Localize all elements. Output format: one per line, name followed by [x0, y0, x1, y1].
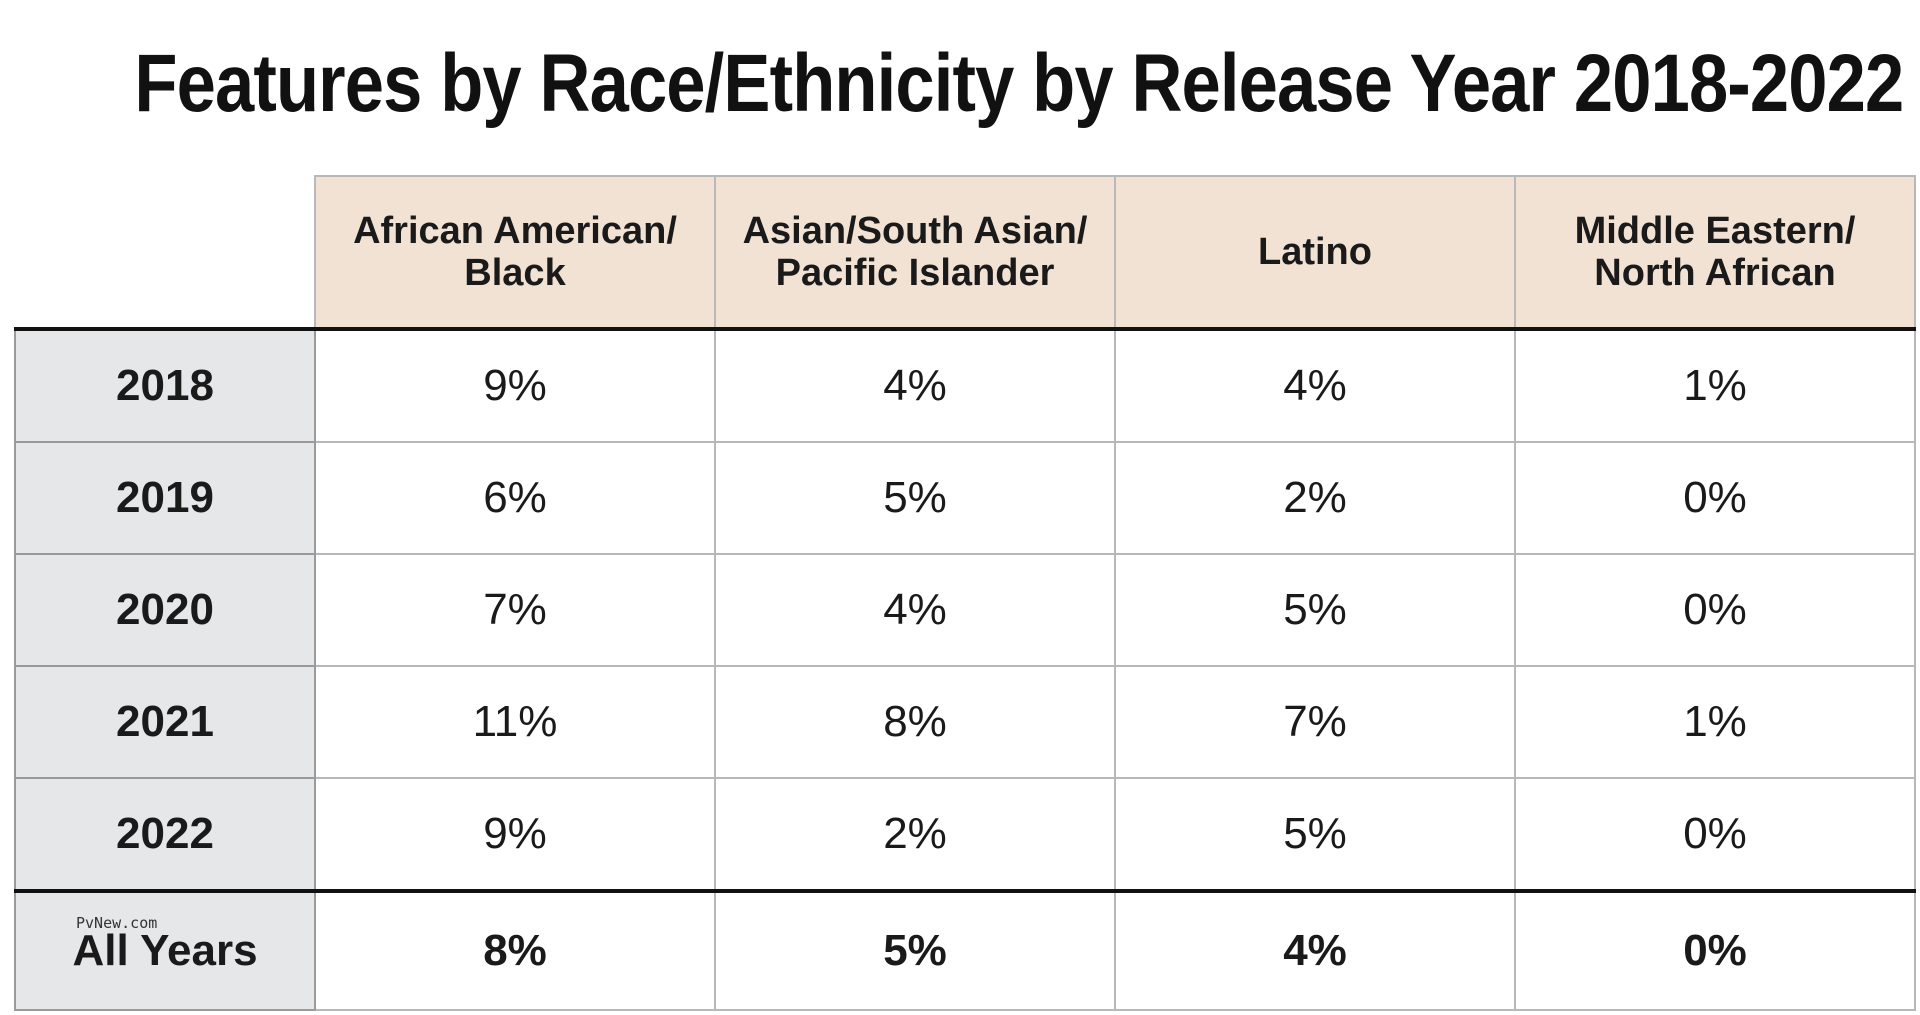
table-cell: 2%: [1114, 441, 1516, 555]
data-table: African American/ Black Asian/South Asia…: [14, 175, 1916, 1011]
table-cell: 0%: [1514, 441, 1916, 555]
table-cell: 1%: [1514, 665, 1916, 779]
total-cell: 8%: [314, 889, 716, 1011]
table-cell: 5%: [1114, 777, 1516, 892]
table-row: 2019 6% 5% 2% 0%: [14, 441, 1916, 555]
row-label: 2022: [14, 777, 316, 892]
table-cell: 7%: [314, 553, 716, 667]
header-row: African American/ Black Asian/South Asia…: [15, 175, 1916, 330]
table-cell: 1%: [1514, 327, 1916, 443]
data-table-container: African American/ Black Asian/South Asia…: [14, 175, 1916, 1011]
table-cell: 8%: [714, 665, 1116, 779]
table-cell: 5%: [1114, 553, 1516, 667]
table-cell: 5%: [714, 441, 1116, 555]
table-cell: 9%: [314, 327, 716, 443]
table-row: 2018 9% 4% 4% 1%: [14, 327, 1916, 443]
table-row: 2020 7% 4% 5% 0%: [14, 553, 1916, 667]
watermark: PvNew.com: [76, 914, 158, 932]
table-cell: 0%: [1514, 553, 1916, 667]
table-cell: 4%: [714, 327, 1116, 443]
table-row: 2021 11% 8% 7% 1%: [14, 665, 1916, 779]
table-cell: 11%: [314, 665, 716, 779]
total-cell: 5%: [714, 889, 1116, 1011]
total-row-label: All Years: [14, 889, 316, 1011]
column-header: African American/ Black: [314, 175, 716, 330]
column-header: Middle Eastern/ North African: [1514, 175, 1916, 330]
row-label: 2018: [14, 327, 316, 443]
total-cell: 0%: [1514, 889, 1916, 1011]
row-label: 2020: [14, 553, 316, 667]
table-cell: 7%: [1114, 665, 1516, 779]
row-label: 2019: [14, 441, 316, 555]
table-cell: 2%: [714, 777, 1116, 892]
corner-cell: [15, 176, 315, 329]
table-cell: 6%: [314, 441, 716, 555]
total-row: All Years 8% 5% 4% 0%: [14, 889, 1916, 1011]
table-cell: 4%: [714, 553, 1116, 667]
column-header: Latino: [1114, 175, 1516, 330]
column-header: Asian/South Asian/ Pacific Islander: [714, 175, 1116, 330]
table-cell: 9%: [314, 777, 716, 892]
table-cell: 4%: [1114, 327, 1516, 443]
table-cell: 0%: [1514, 777, 1916, 892]
row-label: 2021: [14, 665, 316, 779]
total-cell: 4%: [1114, 889, 1516, 1011]
table-row: 2022 9% 2% 5% 0%: [14, 777, 1916, 892]
chart-title: Features by Race/Ethnicity by Release Ye…: [134, 38, 1904, 129]
